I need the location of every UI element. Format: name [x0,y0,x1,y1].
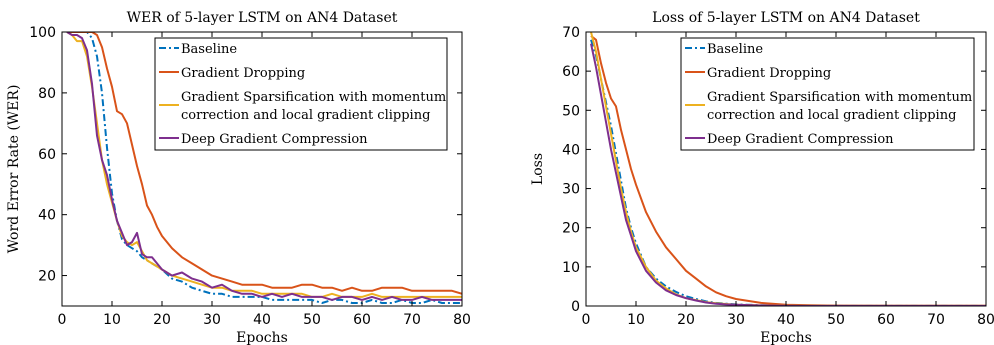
wer-chart: WER of 5-layer LSTM on AN4 Dataset 0 10 20 3… [6,10,471,345]
x-tick-label: 30 [727,312,745,328]
x-axis-label: Epochs [236,330,288,345]
y-tick-label: 80 [38,86,56,102]
legend-label-1: Baseline [181,42,237,57]
legend-label-2: Gradient Dropping [707,66,831,81]
legend-label-4: Deep Gradient Compression [181,132,368,147]
x-tick-label: 60 [877,312,895,328]
y-tick-label: 70 [562,25,580,41]
chart-title: WER of 5-layer LSTM on AN4 Dataset [127,10,398,26]
x-tick-label: 0 [582,312,591,328]
y-tick-label: 100 [29,25,56,41]
series-lines [66,32,462,304]
y-tick-label: 50 [562,103,580,119]
y-tick-label: 60 [562,64,580,80]
x-tick-label: 10 [627,312,645,328]
chart-title: Loss of 5-layer LSTM on AN4 Dataset [652,10,920,26]
series-line-4 [66,32,462,301]
y-tick-label: 20 [562,221,580,237]
legend: Baseline Gradient Dropping Gradient Sparsi… [154,37,448,151]
x-tick-label: 20 [153,312,171,328]
legend-label-3: Gradient Sparsification with momentum [181,90,446,105]
series-line-2 [67,32,462,295]
y-tick-label: 20 [38,269,56,285]
x-tick-label: 50 [827,312,845,328]
x-tick-label: 80 [977,312,994,328]
x-tick-label: 80 [453,312,471,328]
y-axis-label: Word Error Rate (WER) [6,85,22,254]
x-tick-label: 0 [58,312,67,328]
legend-label-1: Baseline [707,42,763,57]
y-axis-label: Loss [530,153,546,185]
legend-label-4: Deep Gradient Compression [707,132,894,147]
y-tick-label: 40 [562,142,580,158]
legend-label-3: correction and local gradient clipping [707,108,956,123]
y-tick-label: 60 [38,147,56,163]
x-tick-label: 40 [253,312,271,328]
loss-chart: Loss of 5-layer LSTM on AN4 Dataset 0 10 20… [530,10,994,345]
y-tick-label: 0 [571,299,580,315]
x-tick-label: 20 [677,312,695,328]
legend-label-3: correction and local gradient clipping [181,108,430,123]
x-axis-label: Epochs [760,330,812,345]
x-tick-label: 70 [927,312,945,328]
legend: Baseline Gradient Dropping Gradient Sparsi… [680,37,975,151]
legend-label-3: Gradient Sparsification with momentum [707,90,972,105]
y-tick-label: 40 [38,208,56,224]
x-tick-label: 60 [353,312,371,328]
x-tick-label: 70 [403,312,421,328]
x-tick-label: 50 [303,312,321,328]
legend-box [154,37,448,151]
y-tick-label: 30 [562,182,580,198]
series-line-1 [67,32,462,304]
y-tick-label: 10 [562,260,580,276]
series-line-1 [590,39,986,306]
x-tick-label: 10 [103,312,121,328]
legend-box [680,37,975,151]
x-tick-label: 30 [203,312,221,328]
legend-label-2: Gradient Dropping [181,66,305,81]
x-tick-label: 40 [777,312,795,328]
series-line-3 [66,32,462,298]
